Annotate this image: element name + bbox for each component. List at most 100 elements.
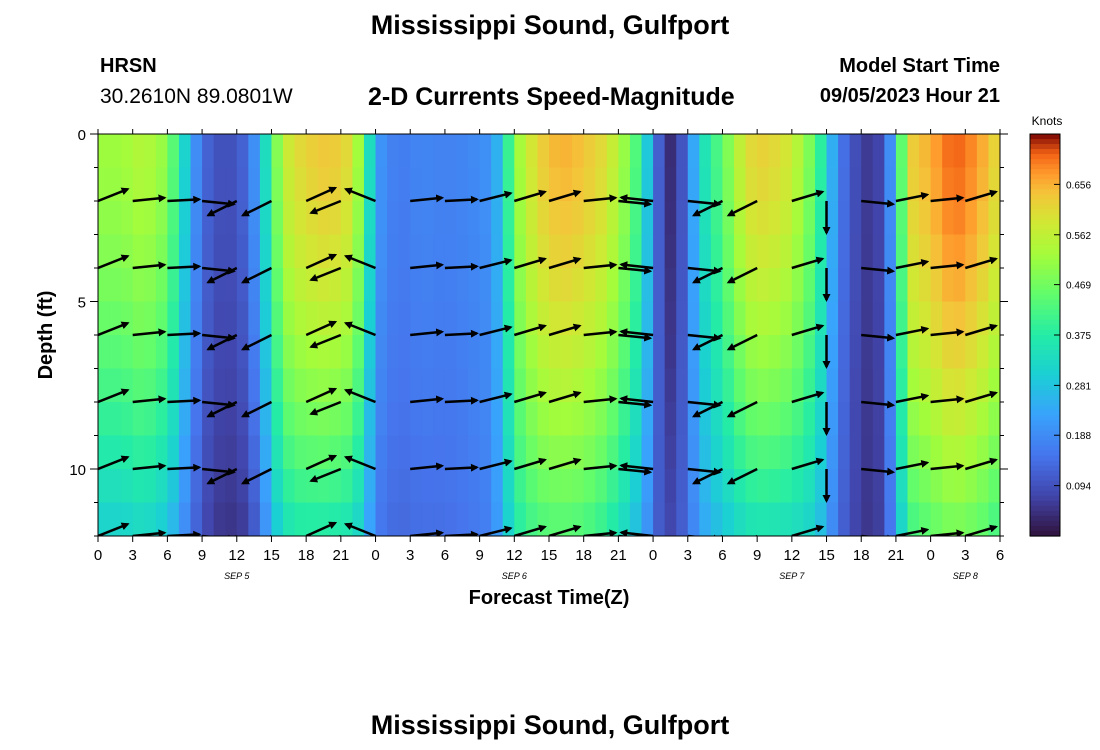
heat-cell: [699, 167, 712, 202]
heat-cell: [849, 301, 862, 336]
colorbar-step: [1030, 144, 1060, 150]
heat-cell: [814, 435, 828, 470]
current-vector: [444, 262, 479, 271]
heat-cell: [965, 301, 978, 336]
heat-cell: [398, 301, 411, 336]
heat-cell: [641, 167, 654, 202]
colorbar-step: [1030, 169, 1060, 175]
heatmap-cells: [98, 134, 1000, 536]
colorbar-step: [1030, 480, 1060, 487]
heat-cell: [271, 435, 284, 470]
heat-cell: [479, 469, 492, 504]
current-vector: [895, 392, 930, 404]
heat-cell: [410, 469, 423, 504]
current-vector: [343, 522, 376, 536]
heat-cell: [745, 368, 758, 403]
heat-cell: [641, 335, 654, 370]
colorbar-step: [1030, 164, 1060, 170]
heat-cell: [456, 167, 469, 202]
heat-cell: [814, 335, 828, 370]
heat-cell: [479, 502, 492, 536]
heat-cell: [167, 368, 180, 403]
heat-cell: [121, 469, 134, 504]
heat-cell: [618, 234, 631, 269]
heat-cell: [352, 469, 365, 504]
current-vector: [791, 256, 825, 270]
heat-cell: [814, 368, 828, 403]
heat-cell: [583, 268, 596, 303]
heat-cell: [155, 335, 168, 370]
heat-cell: [965, 368, 978, 403]
heat-cell: [549, 268, 562, 303]
heat-cell: [109, 469, 122, 504]
heat-cell: [352, 335, 365, 370]
current-vector: [548, 390, 582, 404]
heat-cell: [803, 268, 816, 303]
heat-cell: [202, 435, 215, 470]
heat-cell: [884, 502, 897, 536]
heat-cell: [213, 335, 226, 370]
heat-cell: [803, 134, 816, 169]
heat-cell: [942, 134, 955, 169]
heat-cell: [132, 368, 145, 403]
heat-cell: [514, 134, 527, 169]
current-vector: [309, 400, 342, 416]
heat-cell: [572, 301, 585, 336]
heat-cell: [387, 201, 400, 236]
heat-cell: [745, 234, 758, 269]
heat-cell: [190, 335, 203, 370]
heat-cell: [814, 402, 828, 437]
heat-cell: [491, 167, 504, 202]
heat-cell: [849, 402, 862, 437]
heat-cell: [745, 469, 758, 504]
heat-cell: [814, 234, 828, 269]
current-vector: [444, 396, 479, 405]
heat-cell: [225, 268, 238, 303]
heat-cell: [942, 335, 955, 370]
heat-cell: [988, 335, 1000, 370]
heat-cell: [190, 469, 203, 504]
colorbar-step: [1030, 465, 1060, 472]
heat-cell: [699, 502, 712, 536]
current-vector: [583, 194, 618, 203]
heat-cell: [259, 502, 273, 536]
heat-cell: [734, 502, 747, 536]
heat-cell: [942, 435, 955, 470]
colorbar-step: [1030, 249, 1060, 256]
current-vector: [861, 333, 896, 342]
heat-cell: [618, 469, 631, 504]
heat-cell: [259, 368, 273, 403]
heat-cell: [398, 201, 411, 236]
heat-cell: [271, 268, 284, 303]
heat-cell: [861, 502, 874, 536]
colorbar-step: [1030, 420, 1060, 427]
heat-cell: [745, 201, 758, 236]
heat-cell: [502, 167, 515, 202]
x-tick-label: 15: [818, 547, 835, 564]
heat-cell: [375, 201, 388, 236]
heat-cell: [653, 301, 666, 336]
heat-cell: [410, 335, 423, 370]
heat-cell: [433, 335, 446, 370]
current-vector: [513, 323, 547, 337]
heat-cell: [202, 134, 215, 169]
heat-cell: [144, 469, 157, 504]
heat-cell: [155, 502, 168, 536]
heat-cell: [306, 301, 319, 336]
current-vector: [687, 199, 722, 208]
colorbar-step: [1030, 234, 1060, 241]
heat-cell: [583, 167, 596, 202]
heat-cell: [236, 502, 249, 536]
current-vector: [167, 463, 202, 472]
heat-cell: [687, 201, 700, 236]
heat-cell: [768, 268, 781, 303]
colorbar-step: [1030, 375, 1060, 381]
colorbar-step: [1030, 430, 1060, 437]
heat-cell: [329, 402, 342, 437]
heat-cell: [965, 268, 978, 303]
heat-cell: [271, 167, 284, 202]
heat-cell: [202, 469, 215, 504]
colorbar-step: [1030, 269, 1060, 276]
heat-cell: [942, 368, 955, 403]
heat-cell: [410, 234, 423, 269]
